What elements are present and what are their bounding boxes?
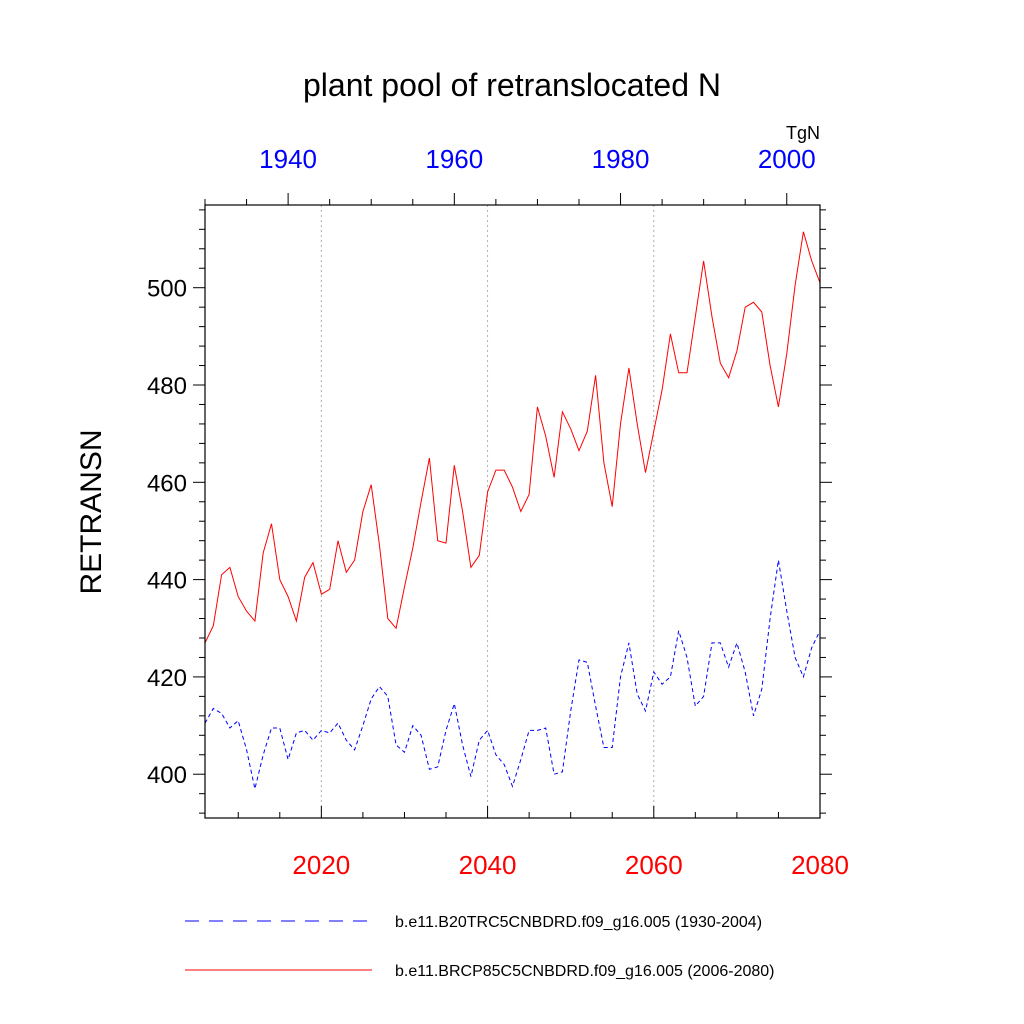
x-bottom-tick-label: 2020 bbox=[292, 850, 350, 880]
y-tick-label: 400 bbox=[147, 762, 187, 789]
series-line-historical bbox=[204, 560, 821, 789]
series-layer bbox=[204, 231, 821, 789]
x-bottom-tick-label: 2040 bbox=[459, 850, 517, 880]
x-top-tick-label: 2000 bbox=[758, 144, 816, 174]
x-top-tick-label: 1980 bbox=[592, 144, 650, 174]
axis-ticks bbox=[193, 193, 832, 818]
legend-entry-historical: b.e11.B20TRC5CNBDRD.f09_g16.005 (1930-20… bbox=[395, 914, 762, 931]
y-tick-label: 460 bbox=[147, 470, 187, 497]
legend-entry-rcp85: b.e11.BRCP85C5CNBDRD.f09_g16.005 (2006-2… bbox=[395, 963, 774, 980]
tick-labels: 400 420 440 460 480 500 2020 2040 2060 2080 1940 19… bbox=[147, 144, 849, 880]
chart-title: plant pool of retranslocated N bbox=[303, 67, 721, 103]
y-tick-label: 420 bbox=[147, 665, 187, 692]
series-line-rcp85 bbox=[204, 231, 821, 644]
units-label: TgN bbox=[786, 123, 820, 143]
x-top-tick-label: 1940 bbox=[259, 144, 317, 174]
x-bottom-tick-label: 2080 bbox=[791, 850, 849, 880]
plot-frame bbox=[204, 204, 821, 819]
vertical-grid bbox=[320, 205, 655, 818]
y-tick-label: 480 bbox=[147, 373, 187, 400]
x-bottom-tick-label: 2060 bbox=[625, 850, 683, 880]
y-tick-label: 440 bbox=[147, 568, 187, 595]
x-top-tick-label: 1960 bbox=[425, 144, 483, 174]
y-axis-label: RETRANSN bbox=[75, 429, 108, 594]
y-tick-label: 500 bbox=[147, 276, 187, 303]
legend: b.e11.B20TRC5CNBDRD.f09_g16.005 (1930-20… bbox=[185, 914, 774, 980]
